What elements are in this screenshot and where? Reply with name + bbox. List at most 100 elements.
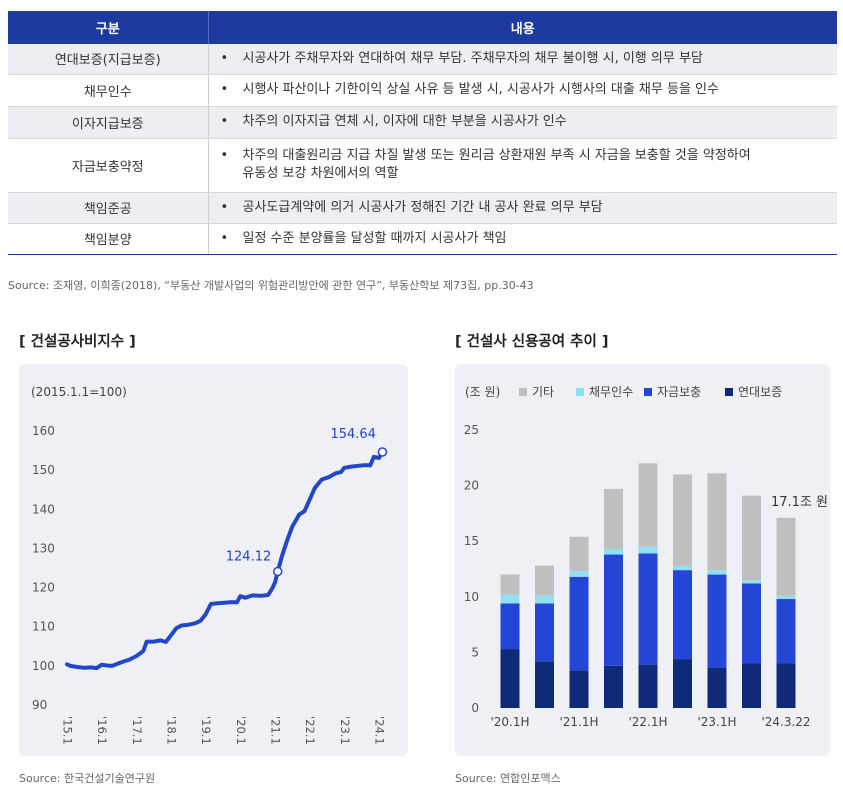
legend-swatch bbox=[576, 388, 584, 396]
row-desc-text: 차주의 대출원리금 지급 차질 발생 또는 원리금 상환재원 부족 시 자금을 … bbox=[242, 148, 751, 163]
x-tick-label: '15.1 bbox=[61, 716, 75, 745]
bar-segment bbox=[500, 574, 520, 595]
y-tick-label: 120 bbox=[32, 581, 55, 595]
bar-segment bbox=[500, 603, 520, 650]
y-tick-label: 110 bbox=[32, 620, 55, 634]
row-desc-text: 차주의 이자지급 연체 시, 이자에 대한 부분을 시공사가 인수 bbox=[242, 114, 567, 129]
annotation-marker bbox=[377, 447, 388, 457]
row-desc: • 차주의 이자지급 연체 시, 이자에 대한 부분을 시공사가 인수 bbox=[208, 106, 837, 139]
x-tick-label: '21.1H bbox=[559, 715, 598, 729]
row-desc: • 일정 수준 분양률을 달성할 때까지 시공사가 책임 bbox=[208, 223, 837, 255]
cost-index-source: Source: 한국건설기술연구원 bbox=[19, 772, 156, 785]
cost-index-title: [ 건설공사비지수 ] bbox=[19, 334, 136, 350]
legend-swatch bbox=[519, 388, 527, 396]
bullet-mark: • bbox=[220, 230, 229, 246]
bar-segment bbox=[535, 565, 554, 596]
y-tick-label: 90 bbox=[32, 698, 47, 712]
y-tick-label: 15 bbox=[464, 534, 479, 548]
legend-label: 채무인수 bbox=[589, 385, 633, 399]
y-tick-label: 10 bbox=[464, 590, 479, 604]
row-desc-text: 일정 수준 분양률을 달성할 때까지 시공사가 책임 bbox=[242, 230, 507, 246]
credit-chart-unit: (조 원) bbox=[465, 385, 500, 399]
bullet-mark: • bbox=[220, 114, 229, 129]
bar-segment bbox=[638, 546, 658, 554]
bar-segment bbox=[535, 595, 554, 604]
bar-segment bbox=[742, 495, 761, 581]
legend-label: 기타 bbox=[532, 385, 554, 399]
x-tick-label: '22.1H bbox=[628, 715, 667, 729]
bar-segment bbox=[673, 565, 692, 571]
table-source: Source: 조재영, 이희종(2018), “부동산 개발사업의 위험관리방… bbox=[8, 279, 534, 292]
cost-index-chart: (2015.1.1=100) 90 100 110 120 130 140 150 160 '… bbox=[31, 385, 388, 745]
x-tick-label: '23.1H bbox=[697, 715, 736, 729]
row-type: 자금보충약정 bbox=[8, 138, 209, 193]
bar-segment bbox=[500, 649, 520, 708]
bar-segment bbox=[604, 554, 623, 666]
y-tick-label: 20 bbox=[464, 479, 479, 493]
bar-segment bbox=[742, 580, 761, 584]
credit-chart-source: Source: 연합인포맥스 bbox=[455, 772, 561, 785]
legend-swatch bbox=[644, 388, 652, 396]
row-desc-text-cont: 유동성 보강 차원에서의 역할 bbox=[242, 166, 399, 181]
row-desc: • 공사도급계약에 의거 시공사가 정해진 기간 내 공사 완료 의무 부담 bbox=[208, 192, 837, 224]
x-tick-label: '22.1 bbox=[303, 716, 317, 745]
table-row: 채무인수 • 시행사 파산이나 기한이익 상실 사유 등 발생 시, 시공사가 시… bbox=[8, 74, 837, 107]
y-tick-label: 160 bbox=[32, 424, 55, 438]
table-row: 이자지급보증 • 차주의 이자지급 연체 시, 이자에 대한 부분을 시공사가 인… bbox=[8, 106, 837, 139]
annotation-marker bbox=[273, 566, 283, 577]
bar-segment bbox=[569, 571, 589, 577]
annotation-label: 124.12 bbox=[226, 549, 271, 564]
y-tick-label: 130 bbox=[32, 541, 55, 555]
bar-segment bbox=[776, 663, 796, 708]
row-desc: • 시행사 파산이나 기한이익 상실 사유 등 발생 시, 시공사가 시행사의 대… bbox=[208, 74, 837, 107]
row-type: 채무인수 bbox=[8, 74, 209, 107]
table-row: 책임준공 • 공사도급계약에 의거 시공사가 정해진 기간 내 공사 완료 의무 … bbox=[8, 192, 837, 224]
x-tick-label: '21.1 bbox=[269, 716, 283, 745]
cost-index-series-line bbox=[65, 450, 385, 671]
bar-segment bbox=[707, 667, 727, 708]
bar-segment bbox=[776, 595, 796, 600]
bar-segment bbox=[569, 536, 589, 572]
bar-segment bbox=[604, 548, 623, 555]
table-row: 연대보증(지급보증) • 시공사가 주채무자와 연대하여 채무 부담. 주채무자의… bbox=[8, 44, 837, 75]
bar-segment bbox=[535, 661, 554, 708]
x-tick-label: '19.1 bbox=[199, 716, 213, 745]
bullet-mark: • bbox=[220, 199, 229, 215]
bar-segment bbox=[776, 599, 796, 664]
row-type: 이자지급보증 bbox=[8, 106, 209, 139]
row-desc-text: 시행사 파산이나 기한이익 상실 사유 등 발생 시, 시공사가 시행사의 대출… bbox=[242, 82, 719, 97]
bar-segment bbox=[742, 663, 761, 708]
x-tick-label: '24.1 bbox=[373, 716, 387, 745]
y-tick-label: 25 bbox=[464, 423, 479, 437]
row-type: 책임준공 bbox=[8, 192, 209, 224]
guarantee-type-table: 구분 내용 연대보증(지급보증) • 시공사가 주채무자와 연대하여 채무 부담.… bbox=[8, 11, 837, 255]
bar-segment bbox=[742, 583, 761, 664]
legend-swatch bbox=[725, 388, 733, 396]
y-tick-label: 0 bbox=[471, 701, 479, 715]
x-tick-label: '23.1 bbox=[338, 716, 352, 745]
bullet-mark: • bbox=[220, 82, 229, 97]
y-tick-label: 150 bbox=[32, 463, 55, 477]
bar-segment bbox=[535, 603, 554, 662]
bar-total-annotation: 17.1조 원 bbox=[771, 495, 828, 510]
x-tick-label: '16.1 bbox=[95, 716, 109, 745]
bar-segment bbox=[638, 553, 658, 665]
bar-segment bbox=[638, 463, 658, 547]
cost-index-unit: (2015.1.1=100) bbox=[31, 385, 127, 399]
bullet-mark: • bbox=[220, 148, 229, 163]
legend-label: 연대보증 bbox=[738, 385, 782, 399]
credit-chart: (조 원) 기타 채무인수 자금보충 연대보증 0 5 10 15 20 25 '20.1H '2… bbox=[464, 385, 828, 729]
header-type: 구분 bbox=[8, 11, 209, 44]
table-row: 책임분양 • 일정 수준 분양률을 달성할 때까지 시공사가 책임 bbox=[8, 223, 837, 255]
y-tick-label: 140 bbox=[32, 502, 55, 516]
bar-segment bbox=[604, 665, 623, 708]
bullet-mark: • bbox=[220, 50, 229, 66]
credit-chart-title: [ 건설사 신용공여 추이 ] bbox=[455, 334, 609, 350]
x-tick-label: '20.1H bbox=[490, 715, 529, 729]
bar-segment bbox=[673, 570, 692, 660]
row-desc: • 시공사가 주채무자와 연대하여 채무 부담. 주채무자의 채무 불이행 시, … bbox=[208, 44, 837, 75]
bar-segment bbox=[673, 474, 692, 566]
y-tick-label: 5 bbox=[471, 645, 479, 659]
y-tick-label: 100 bbox=[32, 659, 55, 673]
bar-segment bbox=[673, 659, 692, 708]
